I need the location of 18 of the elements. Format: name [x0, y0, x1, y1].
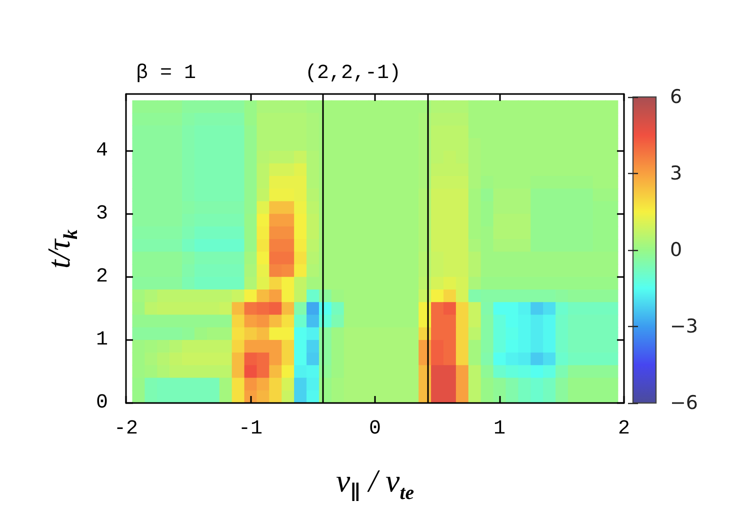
color-bar-label: 3 [670, 162, 682, 184]
x-tick-label: -1 [238, 418, 263, 440]
x-tick-label: 1 [493, 418, 506, 440]
color-bar-label: −6 [670, 392, 698, 414]
y-tick-label: 1 [96, 328, 108, 352]
text: β = 1 [136, 62, 196, 85]
y-tick-label: 4 [96, 139, 108, 162]
color-bar-label: −3 [670, 316, 698, 338]
x-axis-title: v$_{∥}$ / v$_{te}$ [336, 462, 414, 505]
y-tick-label: 0 [96, 392, 108, 414]
x-tick-label: -2 [114, 418, 138, 440]
x-tick-label: 2 [618, 418, 630, 440]
chart-title: (2,2,-1) [305, 62, 402, 85]
y-tick-label: 2 [96, 265, 108, 288]
color-bar-label: 6 [670, 86, 682, 108]
y-tick-label: 3 [96, 202, 108, 226]
color-bar-label: 0 [670, 239, 682, 261]
x-tick-label: 0 [368, 418, 382, 440]
